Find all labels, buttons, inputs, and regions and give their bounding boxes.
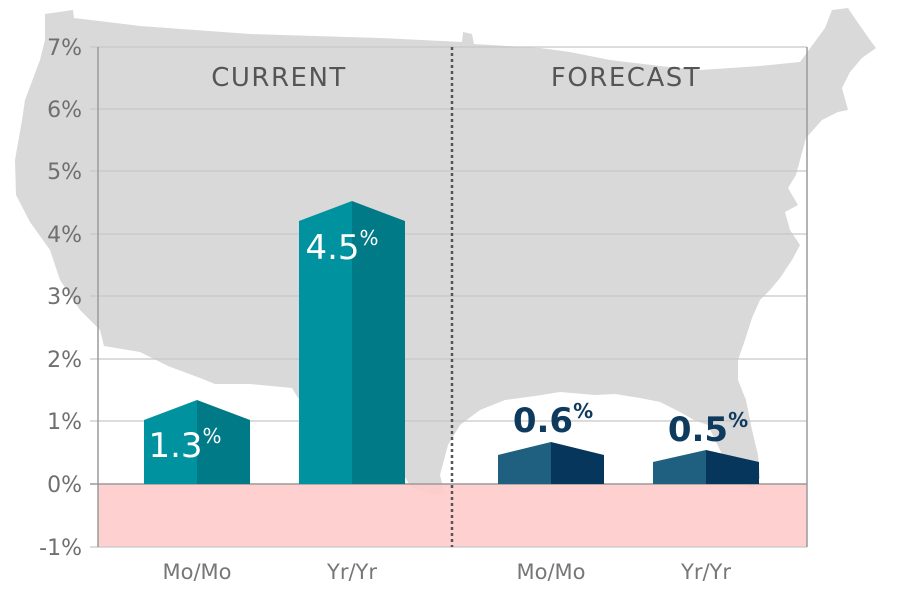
section-title-forecast: FORECAST: [551, 63, 701, 93]
gridlines: [90, 46, 807, 548]
bar-value-label: 0.6: [513, 401, 573, 441]
y-tick-2: 2%: [47, 348, 82, 373]
bar-value-label: 1.3: [148, 426, 202, 466]
y-axis-ticks: 7% 6% 5% 4% 3% 2% 1% 0% -1%: [39, 36, 82, 561]
percent-sign: %: [728, 408, 748, 432]
y-tick-4: 4%: [47, 223, 82, 248]
bar-current-yryr: 4.5%: [299, 201, 405, 484]
y-tick-3: 3%: [47, 285, 82, 310]
x-label-forecast-yryr: Yr/Yr: [680, 560, 731, 584]
y-tick-0: 0%: [47, 473, 82, 498]
y-tick-6: 6%: [47, 98, 82, 123]
y-tick-1: 1%: [47, 410, 82, 435]
y-tick-neg1: -1%: [39, 536, 82, 561]
x-label-current-yryr: Yr/Yr: [326, 560, 377, 584]
bar-forecast-yryr: 0.5%: [653, 408, 759, 484]
bar-current-momo: 1.3%: [144, 400, 250, 484]
us-map-silhouette: [15, 8, 876, 495]
svg-text:0.6%: 0.6%: [513, 399, 593, 441]
percent-sign: %: [573, 399, 593, 423]
svg-text:4.5%: 4.5%: [305, 226, 378, 268]
x-label-current-momo: Mo/Mo: [162, 560, 231, 584]
y-tick-7: 7%: [47, 36, 82, 61]
x-axis-labels: Mo/Mo Yr/Yr Mo/Mo Yr/Yr: [162, 560, 731, 584]
y-tick-5: 5%: [47, 160, 82, 185]
bar-value-label: 4.5: [305, 228, 359, 268]
percent-sign: %: [203, 424, 222, 448]
bar-forecast-momo: 0.6%: [498, 399, 604, 484]
svg-text:1.3%: 1.3%: [148, 424, 221, 466]
section-title-current: CURRENT: [211, 63, 347, 93]
x-label-forecast-momo: Mo/Mo: [516, 560, 585, 584]
bar-value-label: 0.5: [668, 410, 728, 450]
percent-sign: %: [360, 226, 379, 250]
svg-text:0.5%: 0.5%: [668, 408, 748, 450]
